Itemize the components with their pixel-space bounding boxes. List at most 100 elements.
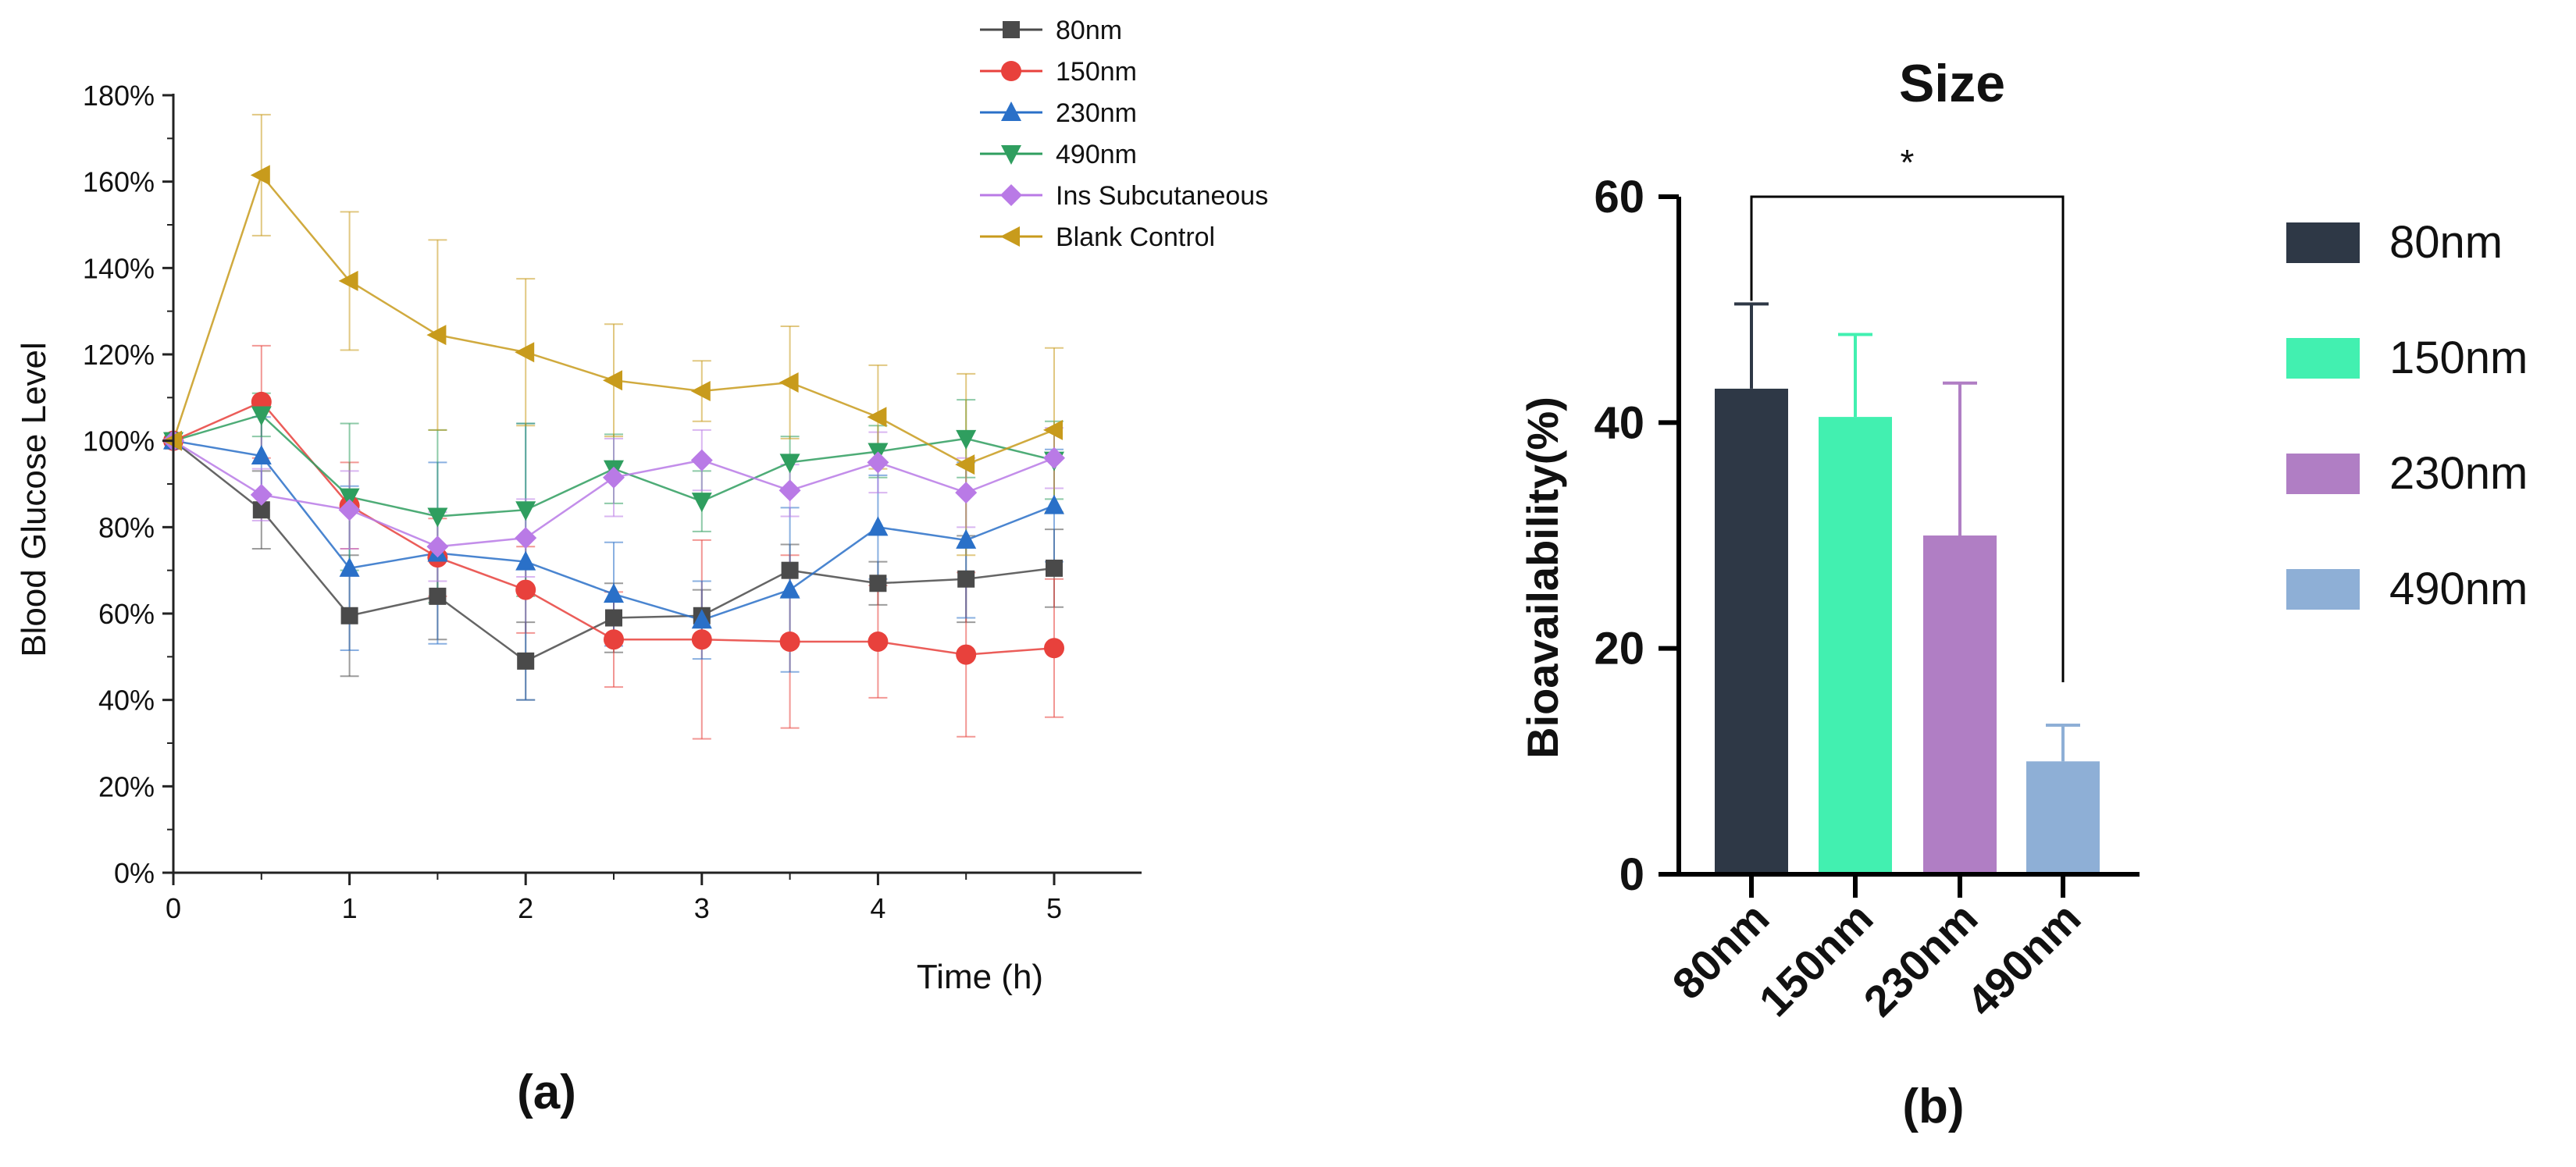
legend-label-490nm: 490nm xyxy=(2389,564,2528,614)
data-point-80nm xyxy=(1046,559,1063,577)
y-axis-label: Blood Glucose Level xyxy=(15,342,53,657)
bar-490nm xyxy=(2026,761,2100,874)
data-point-ins-subcutaneous xyxy=(867,451,889,474)
x-axis-label: Time (h) xyxy=(917,958,1043,996)
legend-marker-ins-subcutaneous xyxy=(1000,184,1022,206)
data-point-blank-control xyxy=(867,407,887,428)
data-point-ins-subcutaneous xyxy=(426,535,449,558)
bar-150nm xyxy=(1819,417,1892,874)
x-tick-label: 230nm xyxy=(1854,893,1986,1026)
legend: 80nm 150nm 230nm 490nm xyxy=(2286,217,2528,614)
y-tick-label: 20 xyxy=(1594,624,1644,674)
data-point-blank-control xyxy=(426,325,447,346)
axes-group xyxy=(172,94,1142,874)
y-tick-label: 180% xyxy=(83,80,155,112)
data-point-490nm xyxy=(515,501,536,521)
data-point-230nm xyxy=(779,578,800,599)
legend: 80nm 150nm 230nm 490nm Ins Subcutaneous Blank… xyxy=(980,16,1268,252)
x-tick-label: 490nm xyxy=(1957,893,2090,1026)
data-point-230nm xyxy=(515,550,536,571)
data-point-490nm xyxy=(251,406,272,426)
data-point-80nm xyxy=(869,575,887,592)
error-bars-group xyxy=(1734,302,2080,762)
data-point-blank-control xyxy=(338,270,358,291)
bars-group xyxy=(1715,388,2100,874)
data-point-150nm xyxy=(868,631,889,652)
data-point-80nm xyxy=(517,652,535,670)
panel-label-b: (b) xyxy=(1902,1080,1964,1133)
y-tick-label: 160% xyxy=(83,166,155,198)
data-point-150nm xyxy=(515,579,536,600)
data-point-ins-subcutaneous xyxy=(1043,447,1065,469)
y-tick-label: 140% xyxy=(83,252,155,284)
data-point-80nm xyxy=(605,609,622,627)
chart-title: Size xyxy=(1899,54,2005,113)
x-tick-label: 5 xyxy=(1046,892,1062,924)
legend-label-ins-subcutaneous: Ins Subcutaneous xyxy=(1056,181,1268,211)
bar-80nm xyxy=(1715,388,1788,874)
data-point-230nm xyxy=(691,609,712,629)
y-axis-ticks: 0 20 40 60 xyxy=(1594,172,1679,900)
y-tick-label: 60 xyxy=(1594,172,1644,222)
x-axis-ticks: 0 1 2 3 4 5 xyxy=(166,873,1062,924)
data-point-490nm xyxy=(339,488,360,508)
series-markers-group xyxy=(162,165,1065,670)
y-axis-label: Bioavailability(%) xyxy=(1518,397,1567,759)
y-tick-label: 80% xyxy=(98,511,155,543)
bar-230nm xyxy=(1923,535,1997,874)
x-tick-label: 0 xyxy=(166,892,181,924)
data-point-490nm xyxy=(956,429,977,450)
data-point-ins-subcutaneous xyxy=(515,527,537,550)
legend-marker-80nm xyxy=(1003,21,1020,38)
data-point-150nm xyxy=(604,629,624,650)
y-axis-ticks: 0% 20% 40% 60% 80% 100% 120% 140% 160% 180% xyxy=(83,80,173,889)
data-point-blank-control xyxy=(603,370,622,391)
data-point-230nm xyxy=(604,583,624,603)
data-point-ins-subcutaneous xyxy=(250,483,273,506)
data-point-230nm xyxy=(339,557,360,577)
y-tick-label: 60% xyxy=(98,598,155,630)
data-point-490nm xyxy=(427,507,448,528)
line-chart-panel: 0% 20% 40% 60% 80% 100% 120% 140% 160% 180% 0 1 2 3 4… xyxy=(15,16,1268,1119)
data-point-blank-control xyxy=(779,372,799,393)
data-point-ins-subcutaneous xyxy=(779,479,801,502)
x-tick-label: 4 xyxy=(870,892,885,924)
data-point-ins-subcutaneous xyxy=(338,499,361,521)
data-point-80nm xyxy=(340,607,358,624)
legend-swatch-490nm xyxy=(2286,569,2360,610)
data-point-230nm xyxy=(956,528,977,549)
legend-label-150nm: 150nm xyxy=(1056,57,1137,87)
data-point-150nm xyxy=(779,631,800,652)
x-tick-label: 150nm xyxy=(1749,893,1882,1026)
y-tick-label: 100% xyxy=(83,425,155,457)
data-point-ins-subcutaneous xyxy=(955,482,978,504)
significance-bracket: * xyxy=(1750,142,2065,683)
y-tick-label: 40 xyxy=(1594,397,1644,448)
x-tick-label: 2 xyxy=(518,892,533,924)
legend-label-80nm: 80nm xyxy=(2389,217,2503,268)
x-tick-label: 1 xyxy=(342,892,358,924)
y-tick-label: 0% xyxy=(114,857,155,889)
data-point-blank-control xyxy=(955,454,975,475)
legend-marker-490nm xyxy=(1001,145,1021,165)
legend-label-230nm: 230nm xyxy=(2389,448,2528,499)
legend-label-80nm: 80nm xyxy=(1056,16,1122,45)
legend-swatch-230nm xyxy=(2286,454,2360,494)
y-tick-label: 20% xyxy=(98,770,155,802)
data-point-150nm xyxy=(956,644,977,665)
y-tick-label: 40% xyxy=(98,685,155,717)
legend-marker-blank-control xyxy=(1000,226,1020,247)
data-point-80nm xyxy=(957,570,975,588)
x-tick-label: 3 xyxy=(694,892,710,924)
legend-label-150nm: 150nm xyxy=(2389,333,2528,383)
data-point-490nm xyxy=(779,454,800,474)
panel-label-a: (a) xyxy=(517,1066,576,1119)
data-point-230nm xyxy=(1044,494,1064,514)
data-point-490nm xyxy=(691,493,712,513)
data-point-150nm xyxy=(1044,638,1064,659)
data-point-blank-control xyxy=(515,342,535,363)
